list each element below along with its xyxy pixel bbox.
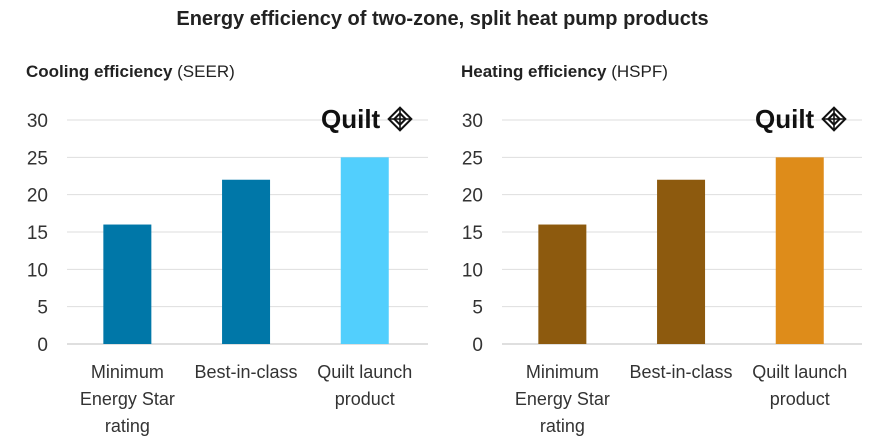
heating-ytick-label: 5 (472, 298, 483, 319)
cooling-ytick-label: 0 (37, 335, 48, 356)
heating-ytick-label: 10 (462, 260, 483, 281)
cooling-category-label: Quilt launch product (317, 362, 412, 409)
cooling-ytick-label: 20 (27, 186, 48, 207)
cooling-ytick-label: 25 (27, 148, 48, 169)
cooling-ytick-label: 15 (27, 223, 48, 244)
heating-subtitle-label: Heating efficiency (461, 62, 607, 81)
heating-ytick-label: 20 (462, 186, 483, 207)
quilt-logo-inner (826, 111, 842, 127)
cooling-subtitle-unit: (SEER) (172, 62, 235, 81)
heating-ytick-label: 0 (472, 335, 483, 356)
heating-ytick-label: 15 (462, 223, 483, 244)
cooling-subtitle: Cooling efficiency (SEER) (26, 62, 235, 82)
quilt-logo-inner (392, 111, 408, 127)
cooling-brand-wordmark: Quilt (321, 104, 381, 134)
quilt-logo-outer (821, 106, 847, 132)
heating-subtitle-unit: (HSPF) (606, 62, 668, 81)
cooling-bar-3 (340, 157, 389, 344)
quilt-logo-icon (821, 106, 847, 132)
heating-category-label: Best-in-class (630, 362, 733, 382)
cooling-category-label: Best-in-class (195, 362, 298, 382)
heating-bar-3 (775, 157, 824, 344)
cooling-bar-1 (103, 224, 152, 344)
cooling-bar-2 (222, 179, 271, 344)
heating-bar-2 (657, 179, 706, 344)
quilt-logo-icon (387, 106, 413, 132)
chart-title: Energy efficiency of two-zone, split hea… (176, 8, 709, 30)
heating-bar-1 (538, 224, 587, 344)
heating-brand-wordmark: Quilt (755, 104, 815, 134)
heating-ytick-label: 30 (462, 111, 483, 132)
cooling-ytick-label: 5 (37, 298, 48, 319)
heating-chart: 0 5 10 15 20 25 30 Minimum Energy Star rating Best… (462, 104, 862, 436)
heating-category-label: Quilt launch product (752, 362, 847, 409)
heating-subtitle: Heating efficiency (HSPF) (461, 62, 668, 82)
cooling-ytick-label: 30 (27, 111, 48, 132)
cooling-chart: 0 5 10 15 20 25 30 Minimum Energy Star rating Best… (27, 104, 428, 436)
cooling-category-label: Minimum Energy Star rating (80, 362, 175, 436)
heating-category-label: Minimum Energy Star rating (515, 362, 610, 436)
heating-ytick-label: 25 (462, 148, 483, 169)
quilt-logo-outer (387, 106, 413, 132)
cooling-subtitle-label: Cooling efficiency (26, 62, 173, 81)
cooling-ytick-label: 10 (27, 260, 48, 281)
